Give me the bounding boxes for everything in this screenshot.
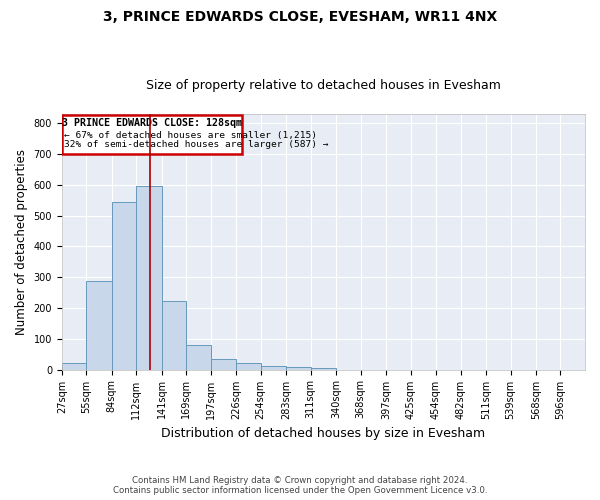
Bar — [136, 186, 161, 370]
Text: 32% of semi-detached houses are larger (587) →: 32% of semi-detached houses are larger (… — [64, 140, 329, 149]
Text: Contains HM Land Registry data © Crown copyright and database right 2024.
Contai: Contains HM Land Registry data © Crown c… — [113, 476, 487, 495]
Bar — [211, 360, 236, 370]
Bar — [112, 202, 136, 370]
Bar — [161, 301, 186, 370]
Text: ← 67% of detached houses are smaller (1,215): ← 67% of detached houses are smaller (1,… — [64, 131, 317, 140]
Y-axis label: Number of detached properties: Number of detached properties — [15, 149, 28, 335]
FancyBboxPatch shape — [62, 114, 242, 154]
Bar — [311, 368, 336, 370]
Bar — [261, 366, 286, 370]
Title: Size of property relative to detached houses in Evesham: Size of property relative to detached ho… — [146, 79, 501, 92]
Bar — [236, 363, 261, 370]
X-axis label: Distribution of detached houses by size in Evesham: Distribution of detached houses by size … — [161, 427, 485, 440]
Text: 3 PRINCE EDWARDS CLOSE: 128sqm: 3 PRINCE EDWARDS CLOSE: 128sqm — [62, 118, 242, 128]
Bar — [286, 367, 311, 370]
Bar — [62, 364, 86, 370]
Text: 3, PRINCE EDWARDS CLOSE, EVESHAM, WR11 4NX: 3, PRINCE EDWARDS CLOSE, EVESHAM, WR11 4… — [103, 10, 497, 24]
Bar — [86, 281, 112, 370]
Bar — [186, 345, 211, 370]
